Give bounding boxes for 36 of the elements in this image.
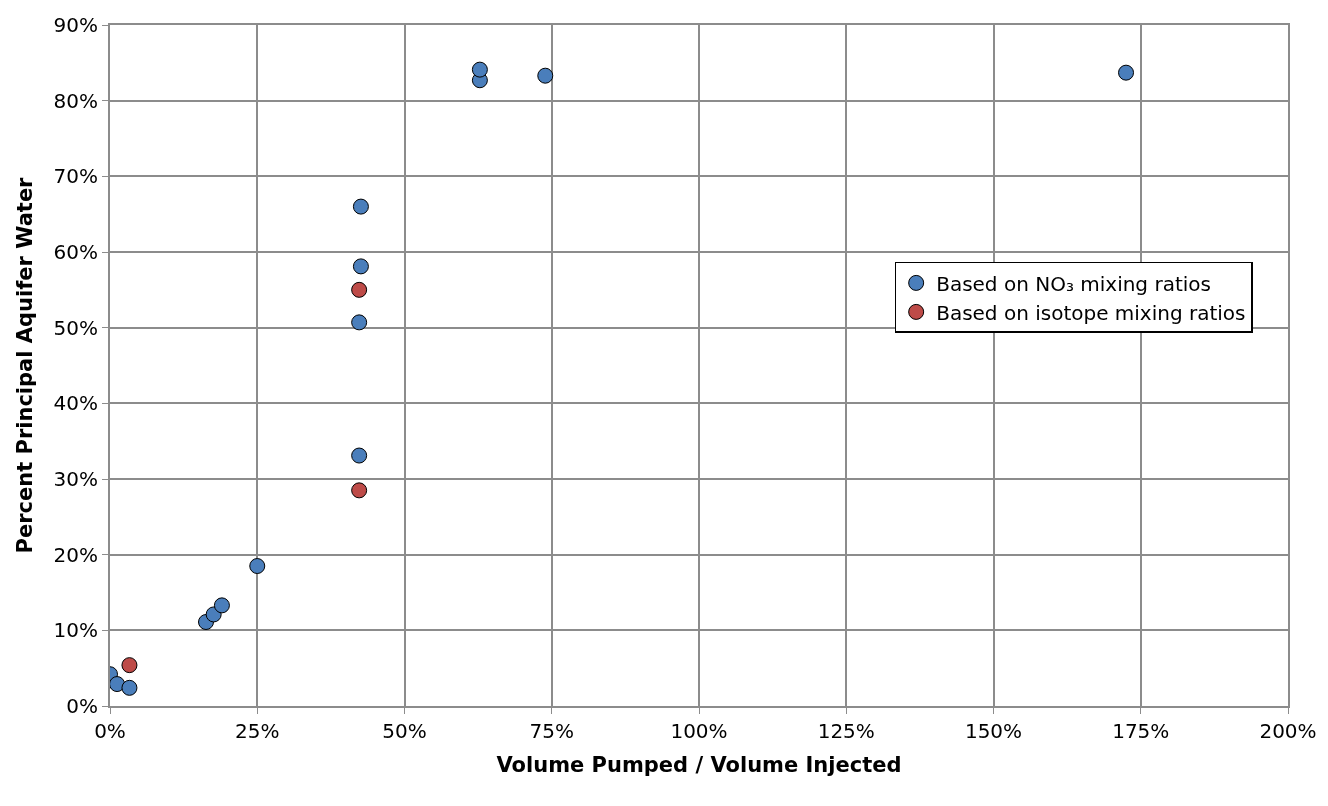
x-tick-label: 175% xyxy=(1112,719,1170,743)
legend-label: Based on isotope mixing ratios xyxy=(936,300,1246,325)
point xyxy=(121,679,138,696)
y-tick-label: 0% xyxy=(66,694,98,718)
y-axis-title: Percent Principal Aquifer Water xyxy=(13,176,38,554)
point xyxy=(249,558,266,575)
x-tick-label: 75% xyxy=(529,719,574,743)
point xyxy=(351,314,368,331)
x-tick-label: 150% xyxy=(964,719,1023,743)
y-tick-label: 40% xyxy=(53,391,98,416)
point xyxy=(537,67,554,84)
point xyxy=(351,482,368,499)
x-tick-label: 125% xyxy=(817,719,875,743)
x-tick-label: 0% xyxy=(94,719,126,743)
y-tick-label: 30% xyxy=(53,467,98,491)
y-tick-label: 50% xyxy=(53,315,98,340)
y-tick-label: 90% xyxy=(53,13,98,37)
y-tick-label: 10% xyxy=(53,618,98,643)
x-tick-label: 200% xyxy=(1259,719,1317,743)
point xyxy=(1118,64,1135,81)
point xyxy=(352,198,369,215)
x-tick-label: 100% xyxy=(670,719,728,743)
point xyxy=(352,258,369,275)
y-tick-label: 70% xyxy=(53,164,98,189)
point xyxy=(121,657,138,674)
point xyxy=(351,447,368,464)
x-tick-label: 25% xyxy=(235,719,280,743)
y-tick-label: 60% xyxy=(53,240,98,264)
x-tick-label: 50% xyxy=(382,719,427,743)
y-tick-label: 20% xyxy=(53,542,98,567)
point xyxy=(213,597,230,614)
point xyxy=(351,281,368,298)
legend-label: Based on NO₃ mixing ratios xyxy=(936,271,1211,296)
point xyxy=(471,61,488,78)
x-axis-title: Volume Pumped / Volume Injected xyxy=(496,752,902,777)
y-tick-label: 80% xyxy=(53,88,98,113)
